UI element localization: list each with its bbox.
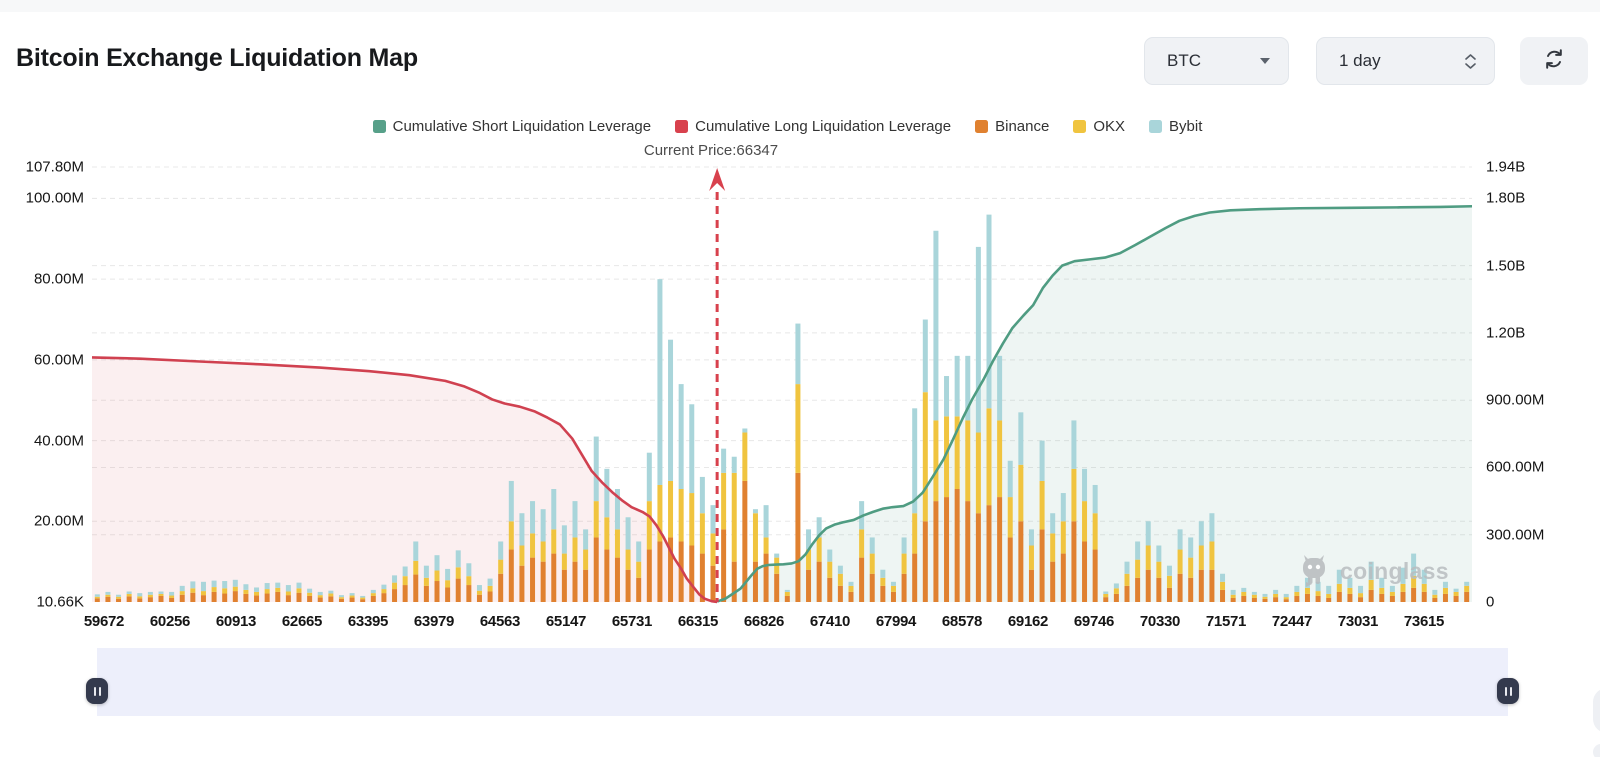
x-axis-tick: 67410 xyxy=(809,613,851,630)
x-axis-tick: 65147 xyxy=(545,613,587,630)
floating-button-partial[interactable] xyxy=(1593,744,1600,757)
y-axis-tick-left: 60.00M xyxy=(33,351,84,369)
x-axis-tick: 72447 xyxy=(1271,613,1313,630)
legend-item-okx[interactable]: OKX xyxy=(1073,118,1125,135)
y-axis-tick-right: 1.20B xyxy=(1486,324,1526,342)
stepper-chevrons-icon xyxy=(1465,53,1476,69)
x-axis-tick: 65731 xyxy=(611,613,653,630)
chart-legend: Cumulative Short Liquidation Leverage Cu… xyxy=(0,118,1575,135)
x-axis-tick: 60913 xyxy=(215,613,257,630)
y-axis-tick-left: 107.80M xyxy=(25,158,84,176)
coinglass-mascot-icon xyxy=(1296,549,1332,594)
y-axis-tick-right: 1.50B xyxy=(1486,257,1526,275)
legend-item-bybit[interactable]: Bybit xyxy=(1149,118,1202,135)
legend-swatch-orange xyxy=(975,120,989,133)
y-axis-tick-left: 100.00M xyxy=(25,189,84,207)
chevron-down-icon xyxy=(1260,58,1270,64)
x-axis-tick: 69162 xyxy=(1007,613,1049,630)
floating-button-partial[interactable] xyxy=(1593,688,1600,733)
legend-item-short-leverage[interactable]: Cumulative Short Liquidation Leverage xyxy=(372,118,652,135)
legend-label: Cumulative Short Liquidation Leverage xyxy=(392,118,652,135)
legend-label: OKX xyxy=(1093,118,1126,135)
x-axis-tick: 64563 xyxy=(479,613,521,630)
brush-handle-left[interactable] xyxy=(86,678,108,704)
y-axis-tick-right: 1.80B xyxy=(1486,189,1526,207)
legend-swatch-yellow xyxy=(1073,120,1087,133)
x-axis-tick: 59672 xyxy=(83,613,125,630)
legend-item-binance[interactable]: Binance xyxy=(975,118,1049,135)
coinglass-watermark: coinglass xyxy=(1296,549,1449,594)
x-axis-tick: 68578 xyxy=(941,613,983,630)
top-strip xyxy=(0,0,1600,12)
legend-label: Bybit xyxy=(1169,118,1203,135)
y-axis-tick-left: 20.00M xyxy=(33,512,84,530)
page-title: Bitcoin Exchange Liquidation Map xyxy=(16,44,418,72)
y-axis-tick-left: 40.00M xyxy=(33,432,84,450)
x-axis-tick: 67994 xyxy=(875,613,917,630)
legend-label: Cumulative Long Liquidation Leverage xyxy=(695,118,952,135)
y-axis-tick-right: 600.00M xyxy=(1486,458,1545,476)
x-axis-tick: 69746 xyxy=(1073,613,1115,630)
legend-swatch-green xyxy=(372,120,386,133)
refresh-button[interactable] xyxy=(1520,37,1588,85)
brush-track[interactable] xyxy=(97,648,1508,716)
legend-swatch-blue xyxy=(1149,120,1163,133)
interval-select-value: 1 day xyxy=(1339,51,1381,70)
current-price-annotation: Current Price:66347 xyxy=(643,142,779,159)
legend-label: Binance xyxy=(995,118,1050,135)
x-axis-tick: 66315 xyxy=(677,613,719,630)
y-axis-tick-right: 1.94B xyxy=(1486,158,1526,176)
x-axis-tick: 63979 xyxy=(413,613,455,630)
x-axis-tick: 60256 xyxy=(149,613,191,630)
brush-handle-right[interactable] xyxy=(1497,678,1519,704)
legend-swatch-red xyxy=(675,120,689,133)
refresh-icon xyxy=(1542,47,1566,76)
x-axis-tick: 66826 xyxy=(743,613,785,630)
symbol-select-value: BTC xyxy=(1167,51,1201,70)
y-axis-tick-right: 300.00M xyxy=(1486,526,1545,544)
x-axis-tick: 73615 xyxy=(1403,613,1445,630)
x-axis-tick: 71571 xyxy=(1205,613,1247,630)
legend-item-long-leverage[interactable]: Cumulative Long Liquidation Leverage xyxy=(675,118,951,135)
y-axis-tick-right: 900.00M xyxy=(1486,391,1545,409)
x-axis-tick: 63395 xyxy=(347,613,389,630)
y-axis-tick-left: 80.00M xyxy=(33,270,84,288)
x-axis-tick: 62665 xyxy=(281,613,323,630)
x-axis-tick: 73031 xyxy=(1337,613,1379,630)
symbol-select[interactable]: BTC xyxy=(1144,37,1289,85)
interval-select[interactable]: 1 day xyxy=(1316,37,1495,85)
x-axis-tick: 70330 xyxy=(1139,613,1181,630)
y-axis-tick-right: 0 xyxy=(1486,593,1495,611)
y-axis-tick-left: 10.66K xyxy=(36,593,84,611)
